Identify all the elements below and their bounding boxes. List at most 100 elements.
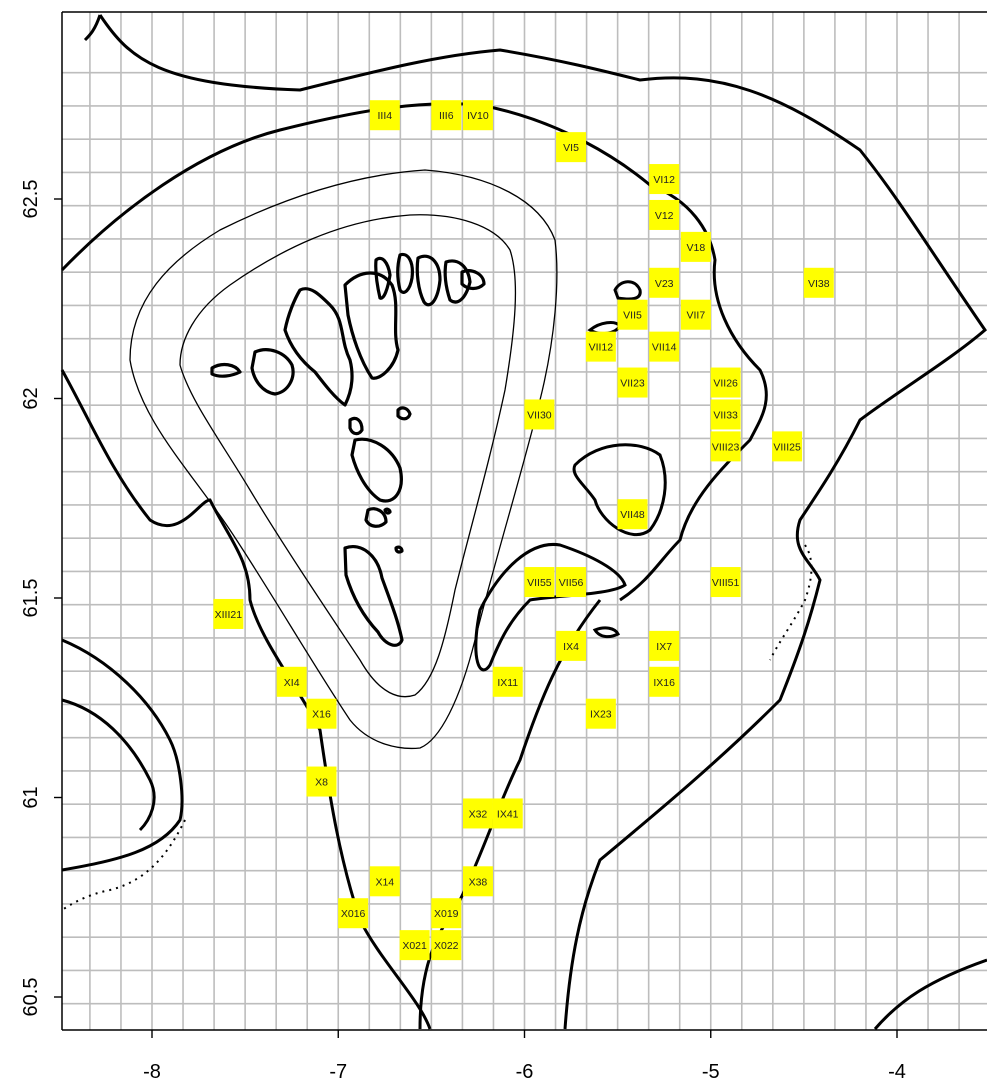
grid-cell-label: VII30 (527, 409, 552, 421)
grid-cell-vii23: VII23 (617, 367, 648, 398)
grid-cell-box (585, 331, 616, 362)
grid-cell-viii23: VIII23 (710, 431, 741, 462)
southeast-contour (873, 958, 987, 1030)
grid-cell-box (431, 100, 462, 131)
shelf-outer (129, 169, 558, 750)
grid-cell-label: X32 (469, 808, 488, 820)
x-tick-label: -6 (516, 1061, 534, 1083)
grid-cell-label: VII12 (589, 342, 614, 354)
grid-cell-box (306, 766, 337, 797)
grid-cell-x38: X38 (462, 866, 493, 897)
upper-left-contour (83, 14, 102, 42)
grid-cell-x8: X8 (306, 766, 337, 797)
grid-cell-label: VII55 (527, 577, 552, 589)
x-tick-label: -7 (329, 1061, 347, 1083)
grid-cell-ix41: IX41 (492, 798, 523, 829)
island-dots (383, 507, 392, 515)
grid-cell-label: VII33 (713, 409, 738, 421)
grid-cell-label: V12 (655, 210, 674, 222)
grid-cell-label: VII48 (620, 509, 645, 521)
small-bank-c (592, 626, 621, 639)
grid-cell-label: VII23 (620, 378, 645, 390)
grid-cell-vi38: VI38 (803, 267, 834, 298)
grid-cell-vi12: VI12 (649, 164, 680, 195)
grid-cell-vii7: VII7 (680, 299, 711, 330)
grid-cell-label: VII7 (687, 310, 706, 322)
grid-cell-vii33: VII33 (710, 399, 741, 430)
small-bank-a (613, 280, 642, 301)
island-vidoy (443, 259, 472, 304)
grid-cell-vi5: VI5 (556, 132, 587, 163)
island-streymoy (283, 287, 354, 407)
island-little-dimun (394, 545, 404, 554)
grid-cell-box (680, 299, 711, 330)
axis-tick-labels: -8 -7 -6 -5 -4 60.5 61 61.5 62 62.5 (20, 180, 906, 1083)
grid-cell-x021: X021 (399, 930, 430, 961)
grid-cell-box (649, 164, 680, 195)
grid-cell-box (492, 798, 523, 829)
grid-cell-label: X8 (315, 777, 328, 789)
grid-cell-label: VIII23 (712, 441, 740, 453)
island-eysturoy (343, 271, 400, 380)
grid-cell-label: XIII21 (215, 609, 243, 621)
outer-contour (98, 14, 987, 1030)
grid-cell-box (649, 630, 680, 661)
grid-cell-box (276, 666, 307, 697)
grid-cell-label: IX41 (497, 808, 519, 820)
grid-cell-vii55: VII55 (524, 567, 555, 598)
western-contour (60, 102, 768, 602)
grid-cell-box (462, 100, 493, 131)
grid-cell-box (680, 231, 711, 262)
grid-cell-iv10: IV10 (462, 100, 493, 131)
grid-cell-iii6: III6 (431, 100, 462, 131)
grid-cell-box (399, 930, 430, 961)
grid-cell-label: VII14 (652, 342, 677, 354)
west-edge-contour (61, 638, 184, 872)
grid-cell-vii14: VII14 (649, 331, 680, 362)
grid-cell-label: III4 (378, 110, 393, 122)
middle-bank-contour (572, 443, 667, 537)
grid-cell-label: VIII25 (773, 441, 801, 453)
grid-cell-box (524, 399, 555, 430)
grid-cell-label: V18 (687, 242, 706, 254)
grid-cell-box (492, 666, 523, 697)
grid-cell-box (803, 267, 834, 298)
grid-cell-label: X016 (341, 908, 366, 920)
grid-cell-viii51: VIII51 (710, 567, 741, 598)
grid-cell-label: XI4 (284, 677, 300, 689)
central-bank-contour (474, 542, 627, 672)
faroe-islands (210, 252, 486, 647)
x-tick-label: -5 (702, 1061, 720, 1083)
grid-cell-iii4: III4 (369, 100, 400, 131)
grid-cell-ix16: IX16 (649, 666, 680, 697)
grid-cell-box (649, 331, 680, 362)
grid-cell-box (585, 698, 616, 729)
grid-cell-x16: X16 (306, 698, 337, 729)
grid-cell-box (369, 100, 400, 131)
grid-cell-box (617, 499, 648, 530)
grid-cell-label: X14 (375, 876, 394, 888)
grid-cell-label: IX4 (563, 641, 579, 653)
grid-cell-box (431, 930, 462, 961)
y-tick-label: 61 (20, 786, 42, 808)
grid-cell-box (710, 567, 741, 598)
grid-cell-vii48: VII48 (617, 499, 648, 530)
island-bordoy (415, 254, 442, 307)
grid-cell-label: X022 (434, 940, 459, 952)
west-lower-contour (61, 698, 156, 832)
grid-cell-box (649, 199, 680, 230)
shelf-contours (129, 169, 558, 750)
island-hestur (348, 416, 364, 436)
grid-cell-label: IX23 (590, 709, 612, 721)
grid-cell-ix4: IX4 (556, 630, 587, 661)
grid-cell-box (556, 132, 587, 163)
grid-cell-box (710, 367, 741, 398)
grid-cell-label: X021 (402, 940, 427, 952)
shelf-inner (179, 214, 517, 698)
grid-cell-box (617, 299, 648, 330)
island-mykines (210, 362, 242, 378)
grid-cell-box (306, 698, 337, 729)
grid-cell-label: IV10 (467, 110, 489, 122)
grid-cell-label: V23 (655, 278, 674, 290)
